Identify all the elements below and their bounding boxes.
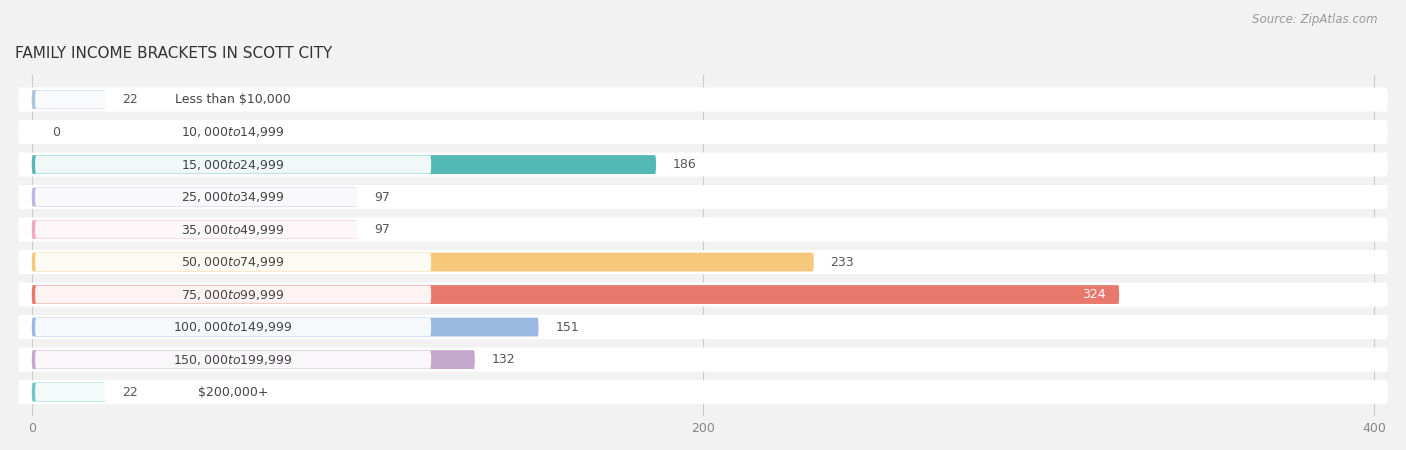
Text: $25,000 to $34,999: $25,000 to $34,999	[181, 190, 285, 204]
Text: Source: ZipAtlas.com: Source: ZipAtlas.com	[1253, 14, 1378, 27]
Text: $75,000 to $99,999: $75,000 to $99,999	[181, 288, 285, 302]
FancyBboxPatch shape	[18, 283, 1388, 306]
Text: 151: 151	[555, 320, 579, 333]
FancyBboxPatch shape	[32, 285, 1119, 304]
FancyBboxPatch shape	[18, 87, 1388, 112]
FancyBboxPatch shape	[35, 220, 432, 238]
Text: 97: 97	[374, 190, 389, 203]
FancyBboxPatch shape	[35, 253, 432, 271]
Text: $50,000 to $74,999: $50,000 to $74,999	[181, 255, 285, 269]
FancyBboxPatch shape	[35, 188, 432, 206]
FancyBboxPatch shape	[35, 155, 432, 174]
FancyBboxPatch shape	[18, 217, 1388, 242]
Text: 132: 132	[492, 353, 515, 366]
Text: $15,000 to $24,999: $15,000 to $24,999	[181, 158, 285, 171]
Text: 22: 22	[122, 386, 138, 399]
Text: $10,000 to $14,999: $10,000 to $14,999	[181, 125, 285, 139]
FancyBboxPatch shape	[32, 252, 814, 271]
FancyBboxPatch shape	[18, 315, 1388, 339]
FancyBboxPatch shape	[35, 285, 432, 304]
FancyBboxPatch shape	[18, 380, 1388, 404]
Text: 324: 324	[1083, 288, 1105, 301]
FancyBboxPatch shape	[35, 123, 432, 141]
Text: 233: 233	[831, 256, 855, 269]
Text: 0: 0	[52, 126, 60, 139]
Text: 186: 186	[673, 158, 696, 171]
FancyBboxPatch shape	[18, 250, 1388, 274]
FancyBboxPatch shape	[18, 185, 1388, 209]
FancyBboxPatch shape	[18, 153, 1388, 176]
Text: FAMILY INCOME BRACKETS IN SCOTT CITY: FAMILY INCOME BRACKETS IN SCOTT CITY	[15, 46, 332, 62]
Text: 97: 97	[374, 223, 389, 236]
Text: Less than $10,000: Less than $10,000	[176, 93, 291, 106]
FancyBboxPatch shape	[32, 90, 105, 109]
Text: 22: 22	[122, 93, 138, 106]
Text: $35,000 to $49,999: $35,000 to $49,999	[181, 223, 285, 237]
FancyBboxPatch shape	[18, 120, 1388, 144]
Text: $200,000+: $200,000+	[198, 386, 269, 399]
FancyBboxPatch shape	[32, 188, 357, 207]
Text: $150,000 to $199,999: $150,000 to $199,999	[173, 352, 292, 367]
FancyBboxPatch shape	[32, 350, 475, 369]
FancyBboxPatch shape	[32, 318, 538, 337]
FancyBboxPatch shape	[32, 220, 357, 239]
FancyBboxPatch shape	[32, 382, 105, 401]
FancyBboxPatch shape	[35, 318, 432, 336]
FancyBboxPatch shape	[32, 155, 657, 174]
FancyBboxPatch shape	[18, 347, 1388, 372]
Text: $100,000 to $149,999: $100,000 to $149,999	[173, 320, 292, 334]
FancyBboxPatch shape	[35, 383, 432, 401]
FancyBboxPatch shape	[35, 351, 432, 369]
FancyBboxPatch shape	[35, 90, 432, 108]
